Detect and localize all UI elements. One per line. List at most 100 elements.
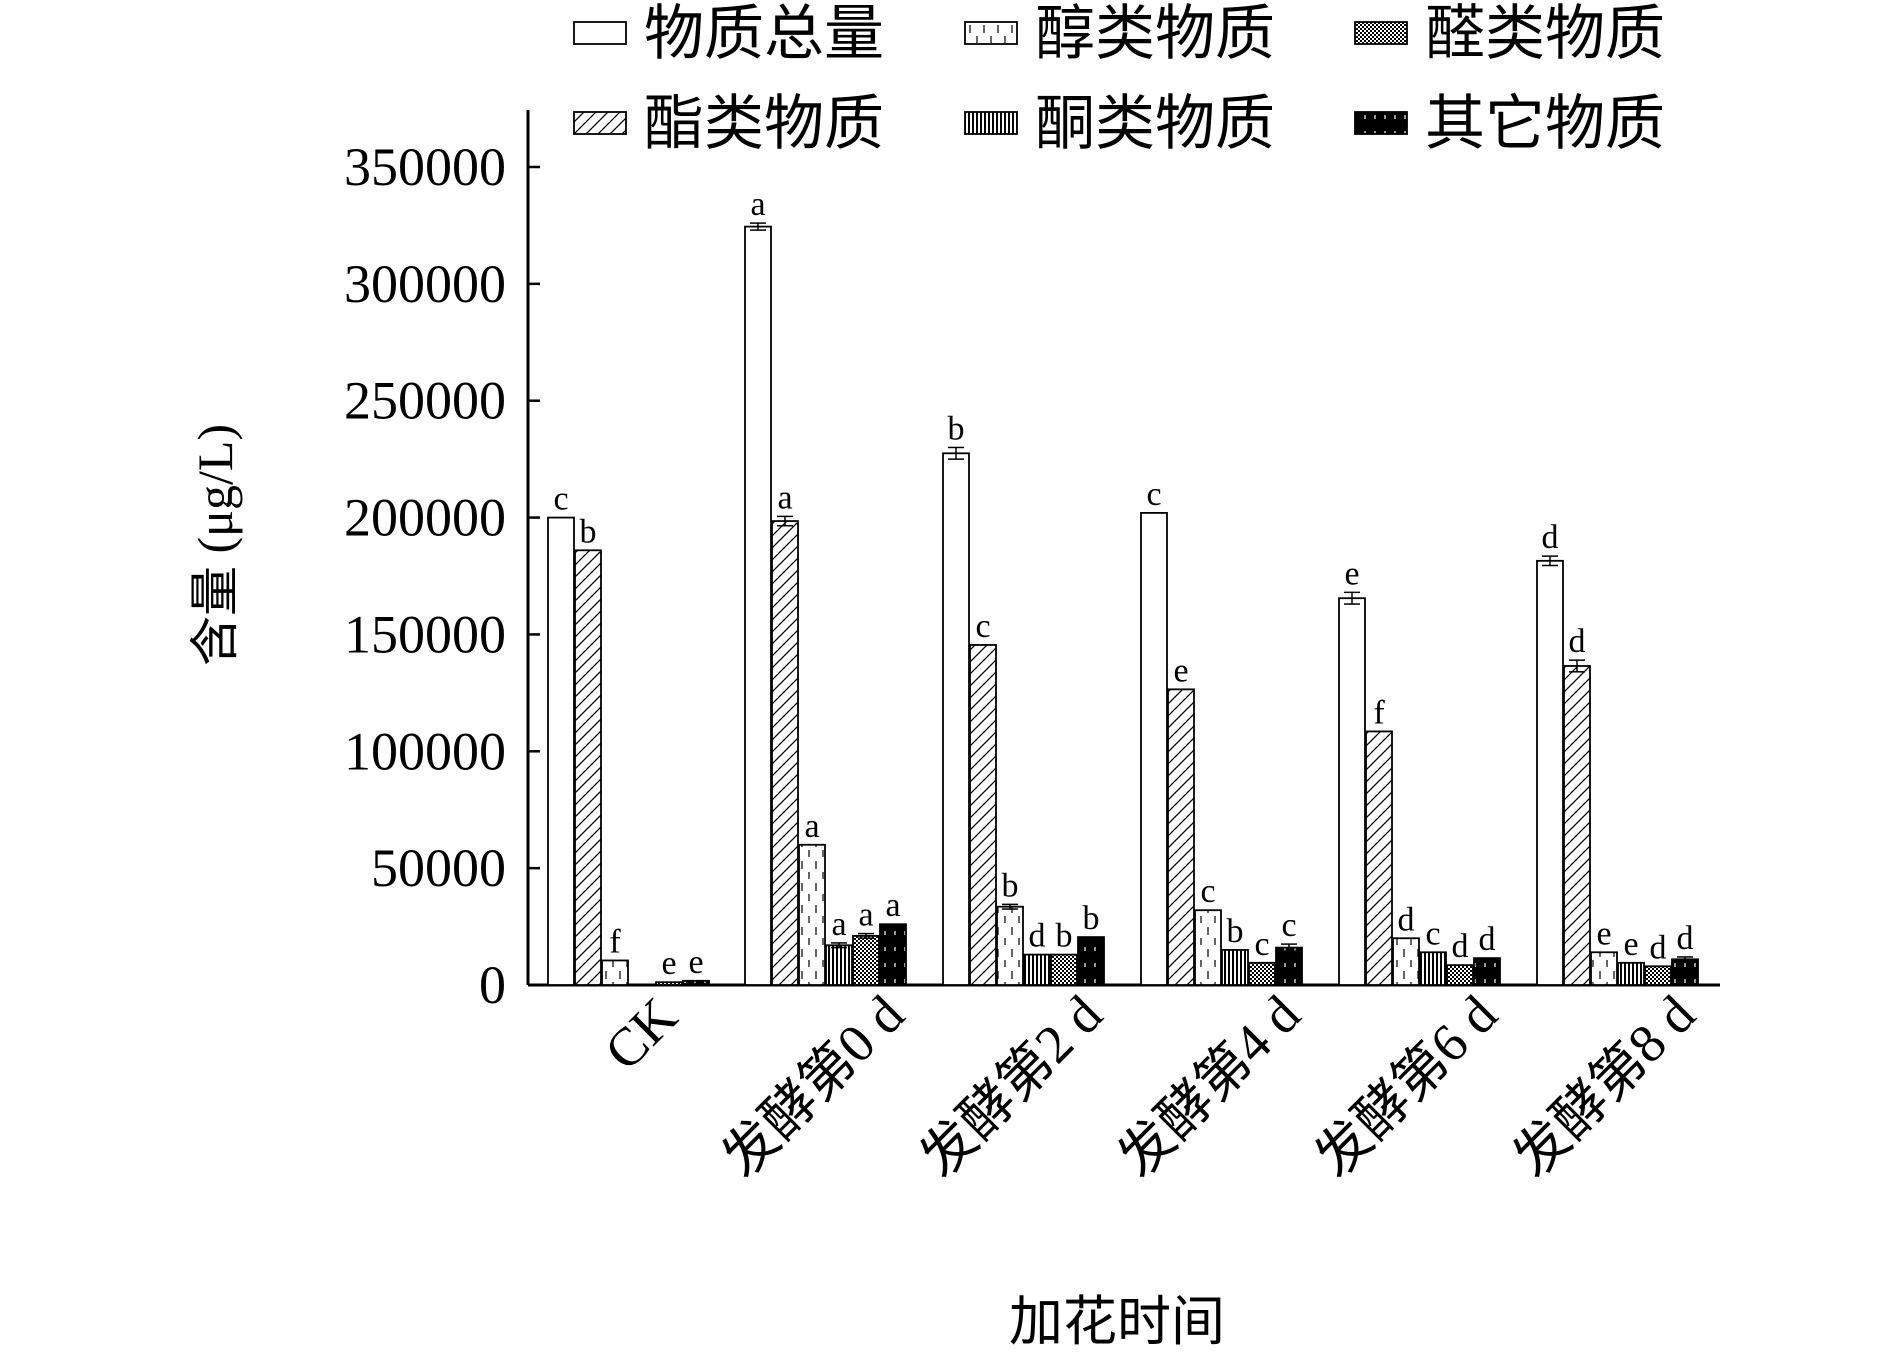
legend-swatch bbox=[1354, 21, 1408, 45]
x-tick-label: 发酵第2 d bbox=[909, 984, 1114, 1189]
bar bbox=[996, 905, 1024, 986]
bar bbox=[1167, 688, 1195, 986]
y-tick-label: 300000 bbox=[344, 254, 506, 314]
significance-letter: c bbox=[1254, 926, 1269, 963]
legend-swatch bbox=[573, 111, 627, 135]
significance-letter: e bbox=[661, 945, 676, 982]
legend-label: 物质总量 bbox=[644, 1, 884, 67]
x-tick-label: 发酵第4 d bbox=[1107, 984, 1312, 1189]
bar bbox=[1536, 559, 1564, 986]
x-tick-label: 发酵第8 d bbox=[1502, 984, 1707, 1189]
bar bbox=[798, 843, 826, 986]
significance-letter: e bbox=[1344, 555, 1359, 592]
bar bbox=[1023, 953, 1051, 986]
significance-letter: b bbox=[1083, 900, 1100, 937]
significance-letter: a bbox=[804, 808, 819, 845]
significance-letter: d bbox=[1479, 921, 1496, 958]
significance-letter: c bbox=[1146, 476, 1161, 513]
bar bbox=[682, 979, 710, 986]
bar bbox=[1248, 961, 1276, 986]
significance-letter: f bbox=[1373, 694, 1385, 731]
bar bbox=[1473, 957, 1501, 986]
bar bbox=[1275, 946, 1303, 986]
significance-letter: b bbox=[1002, 867, 1019, 904]
legend-label: 酮类物质 bbox=[1035, 91, 1275, 157]
legend-label: 其它物质 bbox=[1425, 91, 1665, 157]
bar bbox=[969, 644, 997, 986]
bar bbox=[852, 935, 880, 986]
bar bbox=[1419, 951, 1447, 986]
significance-letter: c bbox=[553, 481, 568, 518]
bar bbox=[655, 981, 683, 986]
significance-letter: d bbox=[1650, 929, 1667, 966]
x-tick-label: CK bbox=[593, 986, 688, 1081]
legend-label: 醇类物质 bbox=[1035, 1, 1275, 67]
bar bbox=[744, 225, 772, 986]
legend-swatch bbox=[1354, 111, 1408, 135]
legend-swatch bbox=[964, 21, 1018, 45]
bar bbox=[1671, 958, 1699, 986]
significance-letter: b bbox=[948, 410, 965, 447]
legend-swatch bbox=[573, 21, 627, 45]
y-tick-label: 50000 bbox=[371, 838, 506, 898]
bar bbox=[825, 944, 853, 986]
bar bbox=[1221, 949, 1249, 986]
bar bbox=[942, 452, 970, 986]
y-tick-label: 0 bbox=[479, 955, 506, 1015]
bar bbox=[1338, 597, 1366, 986]
x-axis-label: 加花时间 bbox=[1009, 1292, 1225, 1352]
significance-letter: d bbox=[1398, 901, 1415, 938]
significance-letter: b bbox=[1227, 913, 1244, 950]
bar bbox=[601, 959, 629, 986]
legend-swatch bbox=[964, 111, 1018, 135]
x-tick-label: 发酵第0 d bbox=[711, 984, 916, 1189]
significance-letter: e bbox=[1596, 915, 1611, 952]
y-tick-label: 250000 bbox=[344, 371, 506, 431]
significance-letter: c bbox=[1281, 907, 1296, 944]
significance-letter: a bbox=[750, 186, 765, 223]
bar bbox=[1617, 961, 1645, 986]
significance-letter: e bbox=[1173, 652, 1188, 689]
significance-letter: a bbox=[858, 897, 873, 934]
bar bbox=[1392, 937, 1420, 986]
bar bbox=[1590, 951, 1618, 986]
y-tick-label: 200000 bbox=[344, 488, 506, 548]
bar bbox=[771, 520, 799, 986]
significance-letter: a bbox=[885, 887, 900, 924]
bar bbox=[1050, 953, 1078, 986]
significance-letter: a bbox=[831, 906, 846, 943]
bar bbox=[574, 549, 602, 986]
bar bbox=[1563, 665, 1591, 986]
bars bbox=[547, 222, 1699, 986]
significance-letter: d bbox=[1542, 519, 1559, 556]
significance-letter: f bbox=[609, 923, 621, 960]
significance-letter: d bbox=[1569, 623, 1586, 660]
bar bbox=[1077, 936, 1105, 986]
significance-letter: b bbox=[1056, 918, 1073, 955]
y-axis-label: 含量 (μg/L) bbox=[187, 424, 243, 666]
significance-letter: b bbox=[580, 513, 597, 550]
significance-letter: c bbox=[1200, 873, 1215, 910]
legend-label: 醛类物质 bbox=[1425, 1, 1665, 67]
y-tick-label: 150000 bbox=[344, 604, 506, 664]
bar bbox=[1365, 730, 1393, 986]
significance-letter: d bbox=[1677, 920, 1694, 957]
legend-label: 酯类物质 bbox=[644, 91, 884, 157]
significance-letter: e bbox=[688, 944, 703, 981]
bar bbox=[1140, 511, 1168, 986]
significance-letter: d bbox=[1029, 918, 1046, 955]
x-tick-label: 发酵第6 d bbox=[1304, 984, 1509, 1189]
bar bbox=[1446, 964, 1474, 986]
bar bbox=[1644, 965, 1672, 986]
bar bbox=[1194, 909, 1222, 986]
significance-letter: c bbox=[975, 608, 990, 645]
significance-letter: a bbox=[777, 479, 792, 516]
significance-letter: d bbox=[1452, 928, 1469, 965]
bar bbox=[547, 516, 575, 986]
significance-letter: e bbox=[1623, 926, 1638, 963]
y-tick-label: 350000 bbox=[344, 137, 506, 197]
